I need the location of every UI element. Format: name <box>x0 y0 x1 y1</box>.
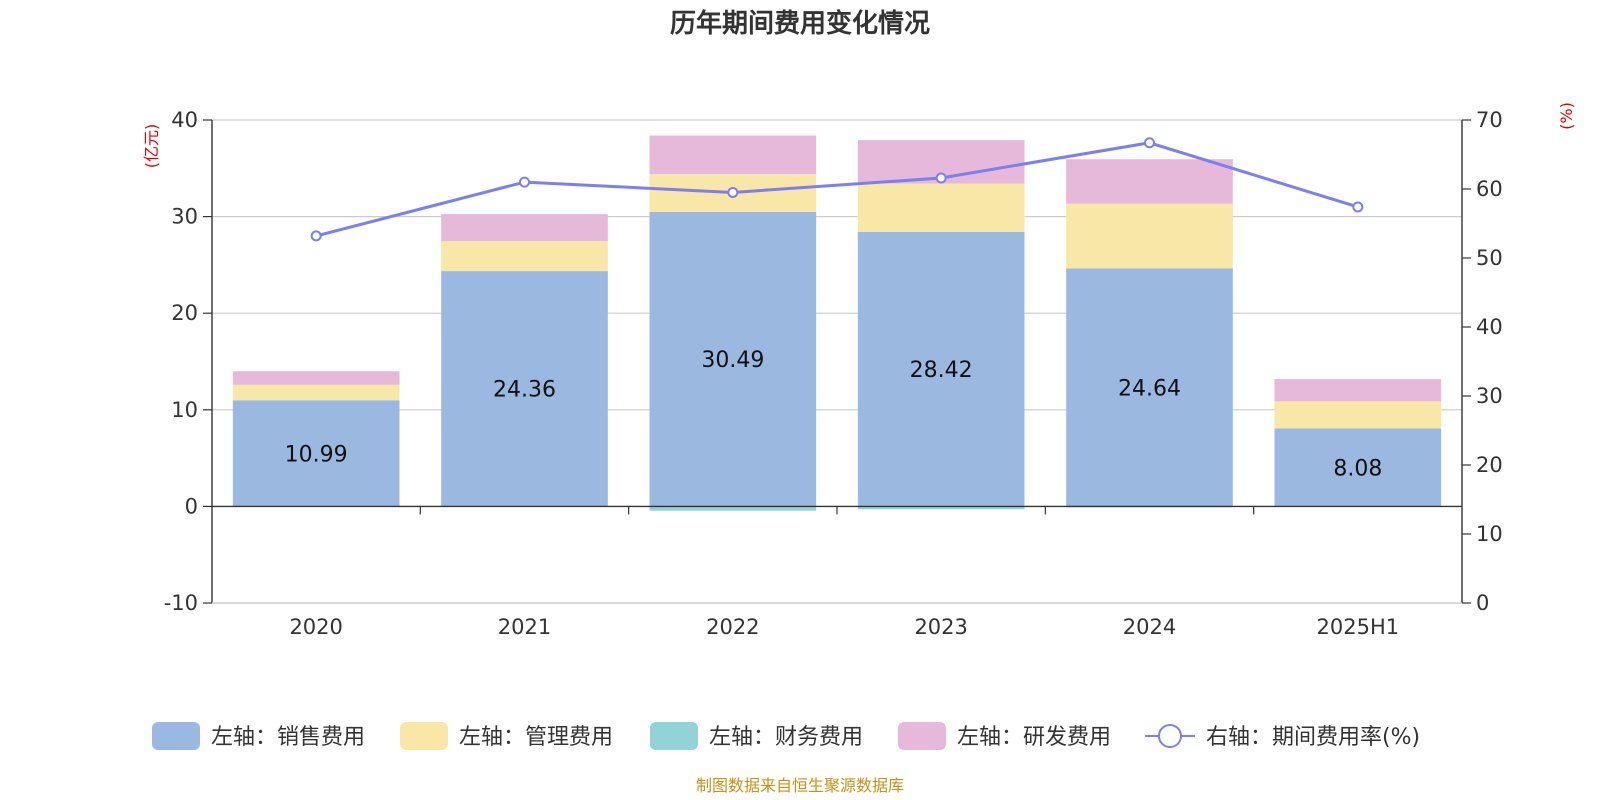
right-axis-unit: (%) <box>1557 102 1576 130</box>
right-axis-tick-label: 40 <box>1476 315 1503 339</box>
bar-4-2021 <box>441 214 608 242</box>
left-axis-tick-label: -10 <box>164 591 198 615</box>
left-axis-tick-label: 30 <box>171 205 198 229</box>
right-axis-tick-label: 70 <box>1476 108 1503 132</box>
bar-1-2025H1 <box>1274 428 1442 507</box>
legend-label-1: 左轴：销售费用 <box>211 725 365 750</box>
data-label: 24.64 <box>1118 376 1181 401</box>
bar-2-2020 <box>232 384 400 401</box>
legend-label-3: 左轴：财务费用 <box>709 725 863 750</box>
legend-circle-marker <box>1158 724 1182 748</box>
bar-series-group <box>232 135 1442 511</box>
data-label: 24.36 <box>493 378 556 403</box>
gridlines <box>212 119 1462 604</box>
expense-rate-point-2022 <box>727 186 739 198</box>
legend-swatch-2 <box>400 722 448 750</box>
bar-2-2023 <box>857 183 1025 232</box>
x-axis-label: 2021 <box>498 615 551 639</box>
bar-1-2021 <box>441 271 608 507</box>
chart-title: 历年期间费用变化情况 <box>670 8 930 39</box>
left-axis-unit: (亿元) <box>142 124 161 169</box>
data-label: 28.42 <box>910 358 973 383</box>
expense-rate-line <box>315 141 1359 238</box>
left-axis-tick-label: 40 <box>171 108 198 132</box>
bar-4-2025H1 <box>1274 379 1442 402</box>
right-axis-tick-label: 20 <box>1476 453 1503 477</box>
legend-swatch-1 <box>152 722 200 750</box>
x-axis-label: 2022 <box>706 615 759 639</box>
legend: 左轴：销售费用 左轴：管理费用 左轴：财务费用 左轴：研发费用 右轴：期间费用率(%) <box>152 722 1420 750</box>
left-axis-tick-label: 10 <box>171 398 198 422</box>
legend-label-5: 右轴：期间费用率(%) <box>1206 725 1420 750</box>
x-axis-label: 2025H1 <box>1317 615 1400 639</box>
right-axis-tick-label: 50 <box>1476 246 1503 270</box>
bar-1-2023 <box>857 231 1025 507</box>
bar-2-2021 <box>441 241 608 272</box>
source-note: 制图数据来自恒生聚源数据库 <box>696 776 904 795</box>
legend-label-2: 左轴：管理费用 <box>459 725 613 750</box>
data-label: 10.99 <box>285 442 348 467</box>
x-axis-label: 2020 <box>289 615 342 639</box>
legend-swatch-4 <box>898 722 946 750</box>
x-axis-label: 2024 <box>1123 615 1176 639</box>
expense-rate-point-2021 <box>519 176 530 188</box>
axes: -10 0 10 20 30 40 0 10 20 30 40 50 60 70 2020 2021 2022 2… <box>164 108 1503 639</box>
x-axis-label: 2023 <box>914 615 967 639</box>
bar-1-2020 <box>232 400 400 507</box>
expense-rate-point-2023 <box>935 172 947 184</box>
data-label: 8.08 <box>1333 456 1382 481</box>
expense-rate-point-2025H1 <box>1352 201 1364 213</box>
left-axis-tick-label: 20 <box>171 301 198 325</box>
data-label: 30.49 <box>701 348 764 373</box>
legend-swatch-3 <box>650 722 698 750</box>
legend-label-4: 左轴：研发费用 <box>957 725 1111 750</box>
bar-2-2024 <box>1066 203 1233 269</box>
right-axis-tick-label: 0 <box>1476 591 1489 615</box>
bar-4-2022 <box>649 135 817 175</box>
bar-1-2024 <box>1066 268 1233 507</box>
left-axis-tick-label: 0 <box>185 494 198 518</box>
expense-rate-point-2024 <box>1144 137 1155 149</box>
data-labels: 10.99 24.36 30.49 28.42 24.64 8.08 <box>285 348 1383 481</box>
bar-4-2020 <box>232 371 400 385</box>
right-axis-tick-label: 60 <box>1476 177 1503 201</box>
bar-1-2022 <box>649 211 817 507</box>
bar-3-2022 <box>649 506 817 511</box>
right-axis-tick-label: 30 <box>1476 384 1503 408</box>
bar-2-2025H1 <box>1274 401 1442 429</box>
bar-4-2024 <box>1066 159 1233 204</box>
right-axis-tick-label: 10 <box>1476 522 1503 546</box>
line-series-group <box>310 137 1364 242</box>
bar-3-2023 <box>857 506 1025 510</box>
expense-rate-point-2020 <box>310 230 322 242</box>
